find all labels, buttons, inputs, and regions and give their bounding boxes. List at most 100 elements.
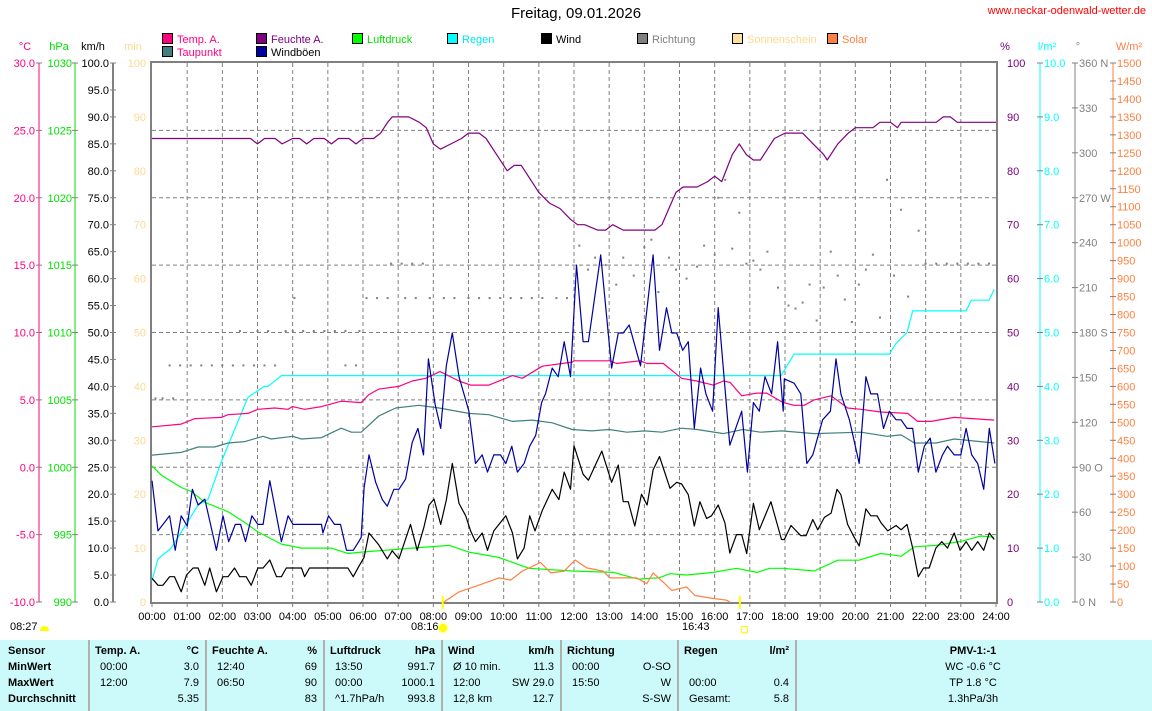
direction-point bbox=[256, 330, 259, 333]
direction-point bbox=[615, 283, 618, 286]
direction-point bbox=[344, 330, 347, 333]
axis-tick-label-wind: 95.0 bbox=[88, 85, 109, 97]
axis-tick-label-wind: 30.0 bbox=[88, 435, 109, 447]
legend-item: Solar bbox=[827, 33, 868, 46]
axis-tick-label-press: 1030 bbox=[48, 58, 72, 70]
pmv-header: PMV-1:-1 bbox=[949, 645, 997, 657]
x-tick-label: 00:00 bbox=[138, 611, 166, 623]
table-value: W bbox=[660, 677, 671, 689]
table-value: 3.0 bbox=[183, 661, 199, 673]
legend-item: Taupunkt bbox=[162, 46, 222, 59]
x-tick-label: 14:00 bbox=[631, 611, 659, 623]
axis-tick-label-wind: 45.0 bbox=[88, 354, 109, 366]
legend-label: Windböen bbox=[271, 47, 321, 59]
direction-point bbox=[161, 397, 164, 400]
direction-point bbox=[731, 247, 734, 250]
direction-point bbox=[555, 297, 558, 300]
axis-tick-label-hum: 0 bbox=[1007, 597, 1013, 609]
direction-point bbox=[864, 268, 867, 271]
direction-point bbox=[354, 364, 357, 367]
direction-point bbox=[696, 265, 699, 268]
row-label: Sensor bbox=[8, 645, 46, 657]
direction-point bbox=[231, 364, 234, 367]
direction-point bbox=[987, 262, 990, 265]
direction-point bbox=[759, 268, 762, 271]
direction-point bbox=[703, 244, 706, 247]
axis-tick-label-hum: 50 bbox=[1007, 328, 1019, 340]
axis-tick-label-wind: 20.0 bbox=[88, 489, 109, 501]
direction-point bbox=[843, 298, 846, 301]
table-time: 12:00 bbox=[453, 677, 481, 689]
axis-tick-label-solar: 650 bbox=[1117, 363, 1135, 375]
legend-item: Sonnenschein bbox=[732, 33, 817, 46]
axis-tick-label-hum: 60 bbox=[1007, 274, 1019, 286]
direction-point bbox=[263, 364, 266, 367]
axis-tick-label-rain: 3.0 bbox=[1044, 435, 1059, 447]
axis-tick-label-press: 990 bbox=[54, 597, 72, 609]
axis-tick-label-wind: 5.0 bbox=[94, 570, 109, 582]
column-header: Luftdruck bbox=[330, 645, 381, 657]
x-tick-label: 22:00 bbox=[912, 611, 940, 623]
axis-tick-label-dir: 240 bbox=[1079, 238, 1097, 250]
x-tick-label: 19:00 bbox=[806, 611, 834, 623]
legend-swatch bbox=[256, 33, 267, 44]
direction-point bbox=[977, 262, 980, 265]
x-tick-label: 20:00 bbox=[842, 611, 870, 623]
direction-point bbox=[312, 330, 315, 333]
direction-point bbox=[924, 262, 927, 265]
table-time: 15:50 bbox=[572, 677, 600, 689]
chart-title: Freitag, 09.01.2026 bbox=[510, 5, 642, 22]
table-time: 00:00 bbox=[100, 661, 128, 673]
axis-tick-label-temp: 25.0 bbox=[14, 125, 35, 137]
table-value: O-SO bbox=[642, 661, 671, 673]
direction-point bbox=[717, 196, 720, 199]
series-line-regen bbox=[151, 289, 995, 581]
axis-tick-label-wind: 50.0 bbox=[88, 328, 109, 340]
axis-tick-label-solar: 1500 bbox=[1117, 58, 1141, 70]
legend-swatch bbox=[827, 33, 838, 44]
x-tick-label: 09:00 bbox=[455, 611, 483, 623]
x-tick-label: 17:00 bbox=[736, 611, 764, 623]
x-tick-label: 13:00 bbox=[595, 611, 623, 623]
x-tick-label: 04:00 bbox=[279, 611, 307, 623]
axis-tick-label-rain: 1.0 bbox=[1044, 543, 1059, 555]
axis-tick-label-dir: 60 bbox=[1079, 507, 1091, 519]
direction-point bbox=[267, 330, 270, 333]
x-tick-label: 08:00 bbox=[420, 611, 448, 623]
direction-point bbox=[917, 229, 920, 232]
direction-point bbox=[787, 304, 790, 307]
pmv-line: TP 1.8 °C bbox=[949, 677, 997, 689]
axis-tick-label-hum: 30 bbox=[1007, 435, 1019, 447]
direction-point bbox=[893, 274, 896, 277]
table-value: 993.8 bbox=[407, 693, 435, 705]
legend-label: Richtung bbox=[652, 34, 696, 46]
sunset-time: 16:43 bbox=[682, 621, 710, 633]
axis-tick-label-rain: 4.0 bbox=[1044, 381, 1059, 393]
axis-tick-label-dir: 0 N bbox=[1079, 597, 1096, 609]
direction-point bbox=[815, 319, 818, 322]
axis-unit-press: hPa bbox=[49, 41, 69, 53]
column-separator bbox=[795, 640, 797, 711]
axis-tick-label-wind: 0.0 bbox=[94, 597, 109, 609]
axis-tick-label-wind: 60.0 bbox=[88, 274, 109, 286]
axis-tick-label-temp: 5.0 bbox=[20, 395, 35, 407]
x-tick-label: 05:00 bbox=[314, 611, 342, 623]
legend-item: Temp. A. bbox=[162, 33, 220, 46]
axis-tick-label-solar: 800 bbox=[1117, 310, 1135, 322]
axis-tick-label-rain: 6.0 bbox=[1044, 274, 1059, 286]
axis-tick-label-sunmin: 80 bbox=[134, 166, 146, 178]
direction-point bbox=[499, 297, 502, 300]
series-line-temp-a- bbox=[151, 360, 995, 428]
direction-point bbox=[252, 364, 255, 367]
axis-tick-label-wind: 75.0 bbox=[88, 193, 109, 205]
direction-point bbox=[900, 208, 903, 211]
legend-item: Wind bbox=[541, 33, 581, 46]
direction-point bbox=[738, 211, 741, 214]
axis-tick-label-solar: 550 bbox=[1117, 399, 1135, 411]
axis-tick-label-solar: 1400 bbox=[1117, 94, 1141, 106]
direction-point bbox=[794, 307, 797, 310]
axis-tick-label-rain: 2.0 bbox=[1044, 489, 1059, 501]
site-link[interactable]: www.neckar-odenwald-wetter.de bbox=[987, 5, 1146, 17]
sunrise-time: 08:16 bbox=[411, 621, 439, 633]
legend-swatch bbox=[352, 33, 363, 44]
